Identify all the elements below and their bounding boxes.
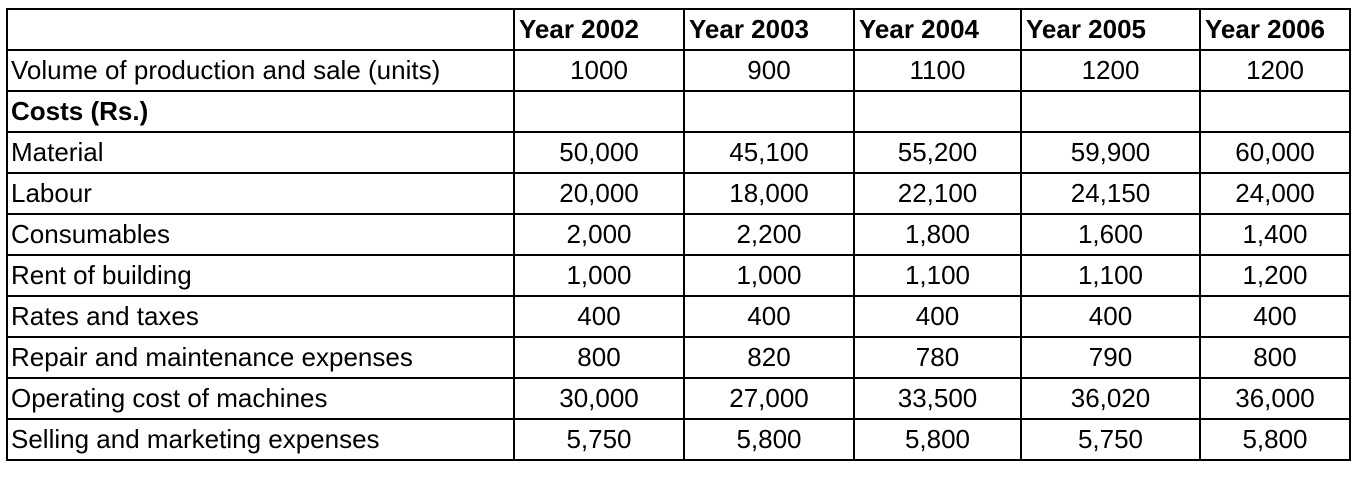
cell-value: 1,600 [1020, 213, 1201, 256]
row-label: Material [6, 131, 515, 174]
row-label: Rates and taxes [6, 295, 515, 338]
cell-value: 820 [683, 336, 855, 379]
cell-value: 1000 [513, 49, 685, 92]
cell-value: 5,750 [513, 418, 685, 461]
table-row-labour: Labour 20,000 18,000 22,100 24,150 24,00… [6, 172, 1351, 215]
header-year-2004: Year 2004 [853, 8, 1022, 51]
cell-value: 55,200 [853, 131, 1022, 174]
table-row-costs-heading: Costs (Rs.) [6, 90, 1351, 133]
header-year-2005: Year 2005 [1020, 8, 1201, 51]
cell-value: 59,900 [1020, 131, 1201, 174]
header-year-2006: Year 2006 [1199, 8, 1351, 51]
cost-table: Year 2002 Year 2003 Year 2004 Year 2005 … [6, 8, 1351, 461]
cell-value: 1,400 [1199, 213, 1351, 256]
row-label: Labour [6, 172, 515, 215]
cell-value: 1,800 [853, 213, 1022, 256]
cell-value [683, 90, 855, 133]
row-label: Volume of production and sale (units) [6, 49, 515, 92]
row-label: Selling and marketing expenses [6, 418, 515, 461]
table-row-operating-cost: Operating cost of machines 30,000 27,000… [6, 377, 1351, 420]
table-row-repair: Repair and maintenance expenses 800 820 … [6, 336, 1351, 379]
table-row-volume: Volume of production and sale (units) 10… [6, 49, 1351, 92]
cell-value [513, 90, 685, 133]
table-row-selling: Selling and marketing expenses 5,750 5,8… [6, 418, 1351, 461]
cell-value [853, 90, 1022, 133]
cell-value: 1,000 [683, 254, 855, 297]
cell-value: 27,000 [683, 377, 855, 420]
cell-value: 800 [513, 336, 685, 379]
cell-value: 2,200 [683, 213, 855, 256]
cell-value: 33,500 [853, 377, 1022, 420]
cell-value: 18,000 [683, 172, 855, 215]
cell-value: 900 [683, 49, 855, 92]
cell-value: 1200 [1020, 49, 1201, 92]
cell-value: 50,000 [513, 131, 685, 174]
cell-value [1020, 90, 1201, 133]
header-year-2003: Year 2003 [683, 8, 855, 51]
cell-value [1199, 90, 1351, 133]
cell-value: 400 [513, 295, 685, 338]
cell-value: 5,800 [683, 418, 855, 461]
cell-value: 20,000 [513, 172, 685, 215]
cell-value: 400 [683, 295, 855, 338]
cell-value: 400 [853, 295, 1022, 338]
cell-value: 790 [1020, 336, 1201, 379]
header-year-2002: Year 2002 [513, 8, 685, 51]
cell-value: 400 [1199, 295, 1351, 338]
row-label: Repair and maintenance expenses [6, 336, 515, 379]
cell-value: 1,000 [513, 254, 685, 297]
cell-value: 800 [1199, 336, 1351, 379]
table-row-rates-taxes: Rates and taxes 400 400 400 400 400 [6, 295, 1351, 338]
cell-value: 22,100 [853, 172, 1022, 215]
cell-value: 60,000 [1199, 131, 1351, 174]
cell-value: 2,000 [513, 213, 685, 256]
cell-value: 780 [853, 336, 1022, 379]
cell-value: 400 [1020, 295, 1201, 338]
table-row-material: Material 50,000 45,100 55,200 59,900 60,… [6, 131, 1351, 174]
cell-value: 24,000 [1199, 172, 1351, 215]
cell-value: 1,200 [1199, 254, 1351, 297]
cell-value: 36,020 [1020, 377, 1201, 420]
row-label: Operating cost of machines [6, 377, 515, 420]
row-label: Rent of building [6, 254, 515, 297]
cell-value: 30,000 [513, 377, 685, 420]
cell-value: 1,100 [1020, 254, 1201, 297]
cell-value: 45,100 [683, 131, 855, 174]
cell-value: 5,800 [853, 418, 1022, 461]
cell-value: 36,000 [1199, 377, 1351, 420]
cell-value: 1,100 [853, 254, 1022, 297]
row-label: Consumables [6, 213, 515, 256]
cell-value: 1100 [853, 49, 1022, 92]
cell-value: 5,800 [1199, 418, 1351, 461]
cell-value: 24,150 [1020, 172, 1201, 215]
table-row-rent: Rent of building 1,000 1,000 1,100 1,100… [6, 254, 1351, 297]
cell-value: 1200 [1199, 49, 1351, 92]
section-label: Costs (Rs.) [6, 90, 515, 133]
header-corner-cell [6, 8, 515, 51]
cell-value: 5,750 [1020, 418, 1201, 461]
table-row-consumables: Consumables 2,000 2,200 1,800 1,600 1,40… [6, 213, 1351, 256]
table-header-row: Year 2002 Year 2003 Year 2004 Year 2005 … [6, 8, 1351, 51]
